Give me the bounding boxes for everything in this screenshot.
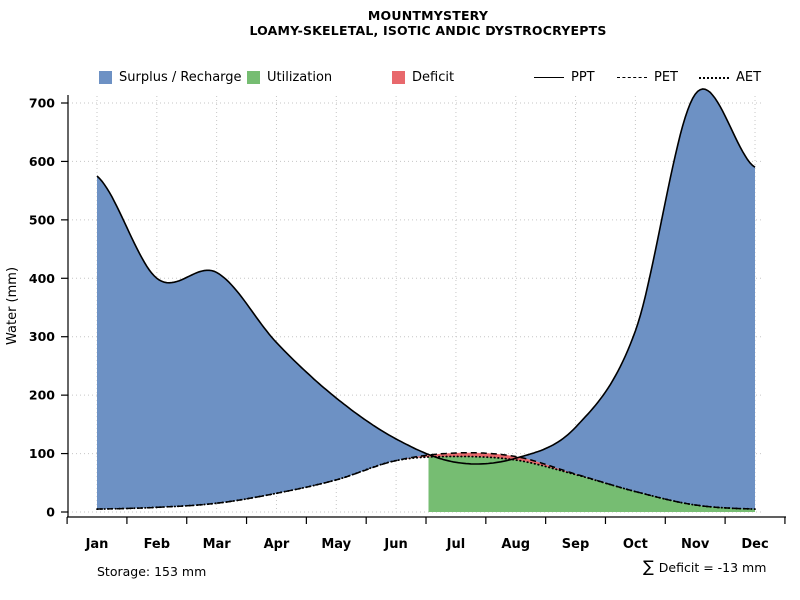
dashed-line-icon [617, 77, 647, 78]
legend-label-utilization: Utilization [267, 70, 333, 85]
chart-title: MOUNTMYSTERY [367, 8, 489, 23]
legend-item-utilization: Utilization [247, 70, 332, 85]
x-tick-label: Jun [383, 537, 407, 552]
y-tick-label: 600 [29, 154, 55, 169]
deficit-sum-annotation: ∑ Deficit = -13 mm [643, 559, 766, 575]
x-tick-label: Jul [446, 537, 466, 552]
legend-item-deficit: Deficit [392, 70, 454, 85]
dotted-line-icon [699, 76, 729, 79]
y-tick-label: 300 [29, 329, 55, 344]
y-axis-label: Water (mm) [5, 267, 20, 345]
legend-item-aet: AET [699, 70, 761, 85]
legend-label-pet: PET [654, 70, 678, 85]
x-tick-label: Mar [203, 537, 232, 552]
y-tick-label: 100 [29, 446, 55, 461]
y-tick-label: 200 [29, 388, 55, 403]
storage-annotation: Storage: 153 mm [97, 564, 207, 579]
legend-label-ppt: PPT [571, 70, 595, 85]
x-tick-label: Oct [623, 537, 648, 552]
y-tick-label: 700 [29, 96, 55, 111]
surplus-area-right [520, 89, 755, 510]
legend-label-deficit: Deficit [412, 70, 455, 85]
x-tick-label: Apr [264, 537, 290, 552]
legend-item-ppt: PPT [534, 70, 595, 85]
surplus-swatch-icon [99, 71, 112, 84]
x-tick-label: Aug [501, 537, 530, 552]
surplus-area-left [97, 176, 429, 510]
deficit-swatch-icon [392, 71, 405, 84]
aet-line [96, 455, 756, 510]
y-tick-label: 500 [29, 212, 55, 227]
legend-label-aet: AET [736, 70, 762, 85]
utilization-swatch-icon [247, 71, 260, 84]
chart-subtitle: LOAMY-SKELETAL, ISOTIC ANDIC DYSTROCRYEP… [249, 23, 607, 38]
legend-item-surplus: Surplus / Recharge [99, 70, 242, 85]
x-tick-label: Dec [741, 537, 768, 552]
x-tick-label: Jan [85, 537, 109, 552]
utilization-area [428, 456, 755, 512]
legend-label-surplus: Surplus / Recharge [119, 70, 242, 85]
x-tick-label: Nov [681, 537, 710, 552]
sigma-icon: ∑ [643, 557, 654, 576]
ppt-line [96, 88, 756, 465]
x-tick-label: Sep [562, 537, 590, 552]
deficit-sum-text: Deficit = -13 mm [658, 559, 767, 575]
x-tick-label: Feb [144, 537, 170, 552]
x-tick-label: May [321, 537, 351, 552]
y-tick-label: 0 [46, 505, 55, 520]
y-tick-label: 400 [29, 271, 55, 286]
legend-item-pet: PET [617, 70, 678, 85]
solid-line-icon [534, 77, 564, 78]
